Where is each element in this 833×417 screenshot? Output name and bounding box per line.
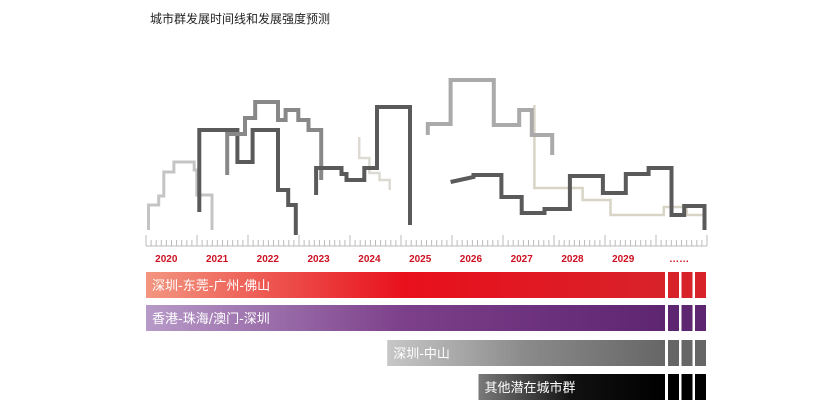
bar-continuation-block	[668, 374, 679, 400]
bar-continuation-block	[681, 340, 693, 366]
time-axis: 2020 2021 2022 2023 2024 2025 2026 2027 2028 2029…	[145, 235, 708, 265]
bar-continuation-block	[668, 340, 679, 366]
bar-label: 深圳-东莞-广州-佛山	[152, 279, 270, 294]
bar-label: 深圳-中山	[393, 347, 450, 362]
intensity-line-3	[147, 160, 214, 230]
bar-label: 其他潜在城市群	[485, 380, 576, 396]
bar-continuation-block	[695, 305, 706, 331]
bar-continuation-block	[695, 374, 706, 400]
year-label: 2026	[460, 254, 483, 265]
intensity-line-8	[450, 166, 707, 230]
bar-2	[146, 305, 665, 331]
bar-continuation-block	[681, 374, 693, 400]
intensity-line-2	[533, 105, 706, 230]
bar-continuation-block	[668, 305, 679, 331]
intensity-line-5	[225, 100, 324, 180]
intensity-line-4	[197, 128, 298, 235]
year-label: 2025	[409, 254, 432, 265]
intensity-line-1	[357, 137, 391, 190]
year-label: 2020	[155, 254, 178, 265]
bar-continuation-block	[695, 272, 706, 298]
chart-title: 城市群发展时间线和发展强度预测	[150, 12, 331, 26]
intensity-line-6	[314, 105, 412, 225]
bar-3	[387, 340, 665, 366]
year-label: 2027	[511, 254, 534, 265]
bar-continuation-block	[681, 272, 693, 298]
year-label: 2023	[307, 254, 330, 265]
bar-continuation-block	[681, 305, 693, 331]
bar-label: 香港-珠海/澳门-深圳	[152, 311, 270, 327]
bar-1	[146, 272, 665, 298]
year-label: 2021	[206, 254, 229, 265]
year-label: 2028	[561, 254, 584, 265]
bar-continuation-block	[695, 340, 706, 366]
intensity-line-7	[425, 78, 555, 155]
year-label: 2024	[358, 254, 381, 265]
year-label: 2029	[612, 254, 635, 265]
year-label: ……	[669, 254, 689, 265]
bar-continuation-block	[668, 272, 679, 298]
intensity-lines	[147, 78, 707, 235]
bar-4	[478, 374, 665, 400]
year-label: 2022	[257, 254, 280, 265]
